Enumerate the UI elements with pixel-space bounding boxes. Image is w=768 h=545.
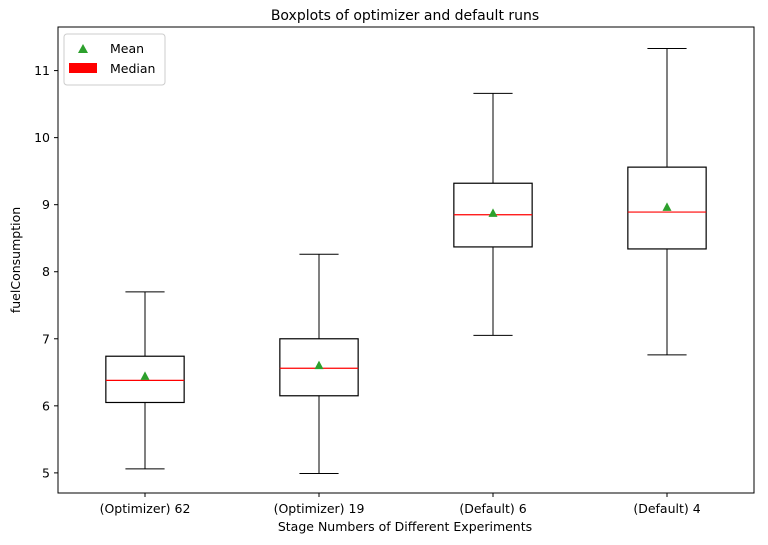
mean-marker [488, 208, 498, 217]
x-tick-label: (Optimizer) 62 [100, 501, 191, 516]
y-tick-label: 9 [42, 197, 50, 212]
y-tick-label: 10 [34, 130, 50, 145]
legend: Mean Median [63, 33, 166, 86]
mean-marker [140, 371, 150, 380]
iqr-box [279, 338, 359, 397]
x-axis: (Optimizer) 62 (Optimizer) 19 (Default) 6 (… [100, 493, 701, 516]
legend-mean-label: Mean [110, 41, 144, 56]
y-tick-label: 6 [42, 398, 50, 413]
iqr-box [105, 355, 185, 404]
x-axis-label: Stage Numbers of Different Experiments [278, 519, 532, 534]
chart-title: Boxplots of optimizer and default runs [271, 8, 539, 24]
x-tick-label: (Default) 6 [459, 501, 526, 516]
boxes-layer [105, 47, 707, 475]
mean-marker [662, 202, 672, 211]
box-group [279, 253, 359, 475]
legend-median-label: Median [110, 61, 155, 76]
box-group [453, 92, 533, 336]
plot-frame [57, 26, 755, 494]
legend-mean-marker [78, 44, 88, 53]
y-tick-label: 7 [42, 331, 50, 346]
y-tick-label: 11 [34, 63, 50, 78]
box-group [105, 291, 185, 470]
y-axis-label: fuelConsumption [8, 207, 23, 313]
x-tick-label: (Default) 4 [633, 501, 700, 516]
iqr-box [627, 166, 707, 250]
mean-marker [314, 360, 324, 370]
legend-median-marker [69, 63, 97, 73]
y-tick-label: 8 [42, 264, 50, 279]
y-tick-label: 5 [42, 465, 50, 480]
y-axis: 5 6 7 8 9 10 11 [34, 63, 58, 480]
box-group [627, 47, 707, 356]
x-tick-label: (Optimizer) 19 [274, 501, 365, 516]
